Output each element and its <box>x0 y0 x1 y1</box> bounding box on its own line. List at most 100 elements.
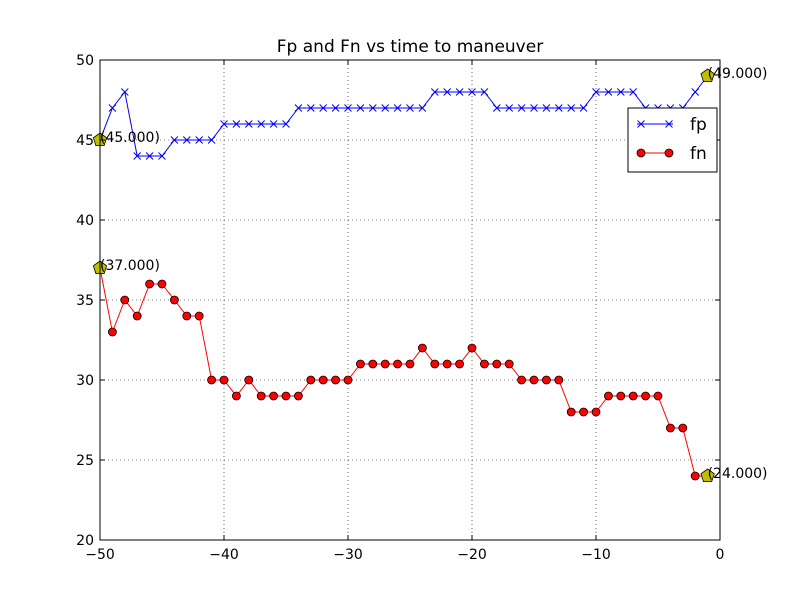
data-point-fp <box>257 120 266 128</box>
annotations: (45.000) (49.000) (37.000) (24.000) <box>92 66 768 483</box>
data-point-fp <box>356 104 365 112</box>
legend-marker-fn <box>636 148 646 158</box>
data-point-fp <box>530 104 538 112</box>
x-tick-label: 0 <box>716 547 725 563</box>
data-point-fn <box>318 375 328 385</box>
data-point-fp <box>567 104 576 112</box>
data-point-fn <box>405 359 415 369</box>
data-point-fp <box>418 104 427 112</box>
data-point-fp <box>517 104 526 112</box>
annotation-marker <box>700 68 715 83</box>
data-point-fp <box>393 104 402 112</box>
x-tick-label: −10 <box>581 547 611 563</box>
data-point-fp <box>691 88 700 96</box>
data-point-fp <box>282 120 290 128</box>
data-point-fn <box>641 391 650 401</box>
annotation-label: (24.000) <box>708 466 768 482</box>
data-point-fn <box>529 375 539 385</box>
data-point-fn <box>393 359 403 369</box>
data-point-fp <box>207 136 216 144</box>
data-point-fn <box>293 391 303 401</box>
data-point-fn <box>157 279 167 289</box>
data-point-fn <box>244 375 254 385</box>
data-point-fn <box>492 359 502 369</box>
data-point-fn <box>306 375 316 385</box>
data-point-fn <box>554 375 564 385</box>
y-tick-label: 20 <box>76 533 94 549</box>
data-point-fn <box>120 295 130 305</box>
data-point-fp <box>319 104 328 112</box>
data-point-fn <box>231 391 241 401</box>
data-point-fn <box>517 375 526 385</box>
series-line-fp <box>99 75 708 157</box>
data-point-fp <box>455 88 464 96</box>
data-point-fn <box>207 375 217 385</box>
data-point-fp <box>120 88 129 96</box>
x-tick-label: −30 <box>333 547 363 563</box>
data-point-fn <box>368 359 378 369</box>
data-point-fp <box>430 88 439 96</box>
data-point-fp <box>331 104 340 112</box>
data-point-fp <box>232 120 241 128</box>
data-point-fn <box>331 375 341 385</box>
data-point-fp <box>554 104 563 112</box>
chart-title: Fp and Fn vs time to maneuver <box>277 37 543 57</box>
y-tick-label: 50 <box>76 53 94 69</box>
legend-label-fn: fn <box>690 144 707 164</box>
data-point-fn <box>690 471 700 481</box>
data-point-fp <box>244 120 253 128</box>
data-point-fn <box>542 375 551 385</box>
data-point-fp <box>306 104 315 112</box>
data-point-fp <box>170 136 179 144</box>
data-point-fn <box>430 359 440 369</box>
data-point-fn <box>566 407 576 417</box>
annotation-label: (49.000) <box>708 66 768 82</box>
data-point-fp <box>629 88 638 96</box>
legend-marker-fp <box>637 120 645 128</box>
data-point-fn <box>281 391 291 401</box>
annotation-marker <box>700 468 715 483</box>
data-point-fn <box>194 311 204 321</box>
data-point-fp <box>220 120 228 128</box>
data-point-fn <box>219 375 229 385</box>
data-point-fn <box>467 343 477 353</box>
data-point-fp <box>592 88 600 96</box>
x-tick-label: −40 <box>209 547 239 563</box>
data-point-fn <box>343 375 353 385</box>
data-point-fp <box>480 88 489 96</box>
grid <box>100 60 720 540</box>
data-point-fp <box>108 104 117 112</box>
data-point-fn <box>442 359 452 369</box>
data-point-fp <box>505 104 514 112</box>
data-point-fn <box>417 343 427 353</box>
data-point-fn <box>355 359 365 369</box>
data-point-fp <box>381 104 390 112</box>
legend-label-fp: fp <box>690 115 707 135</box>
data-point-fp <box>406 104 414 112</box>
legend-marker-fp <box>665 120 673 128</box>
data-point-fp <box>579 104 588 112</box>
data-point-fp <box>542 104 551 112</box>
data-point-fn <box>616 391 626 401</box>
legend: fp fn <box>627 107 718 173</box>
series-layer <box>95 72 712 481</box>
data-point-fn <box>455 359 465 369</box>
legend-box <box>627 107 718 173</box>
data-point-fp <box>616 88 625 96</box>
data-point-fn <box>380 359 390 369</box>
data-point-fp <box>195 136 204 144</box>
data-point-fn <box>269 391 279 401</box>
data-point-fn <box>479 359 489 369</box>
data-point-fp <box>294 104 303 112</box>
data-point-fp <box>468 88 476 96</box>
series-fn <box>95 263 712 481</box>
data-point-fp <box>604 88 613 96</box>
y-tick-label: 35 <box>76 293 94 309</box>
data-point-fn <box>666 423 675 433</box>
y-tick-label: 40 <box>76 213 94 229</box>
data-point-fn <box>108 327 117 337</box>
axis-ticks: −50 −40 −30 −20 −10 0 20 25 30 35 40 45 50 <box>76 53 724 563</box>
data-point-fp <box>344 104 352 112</box>
x-tick-label: −20 <box>457 547 487 563</box>
